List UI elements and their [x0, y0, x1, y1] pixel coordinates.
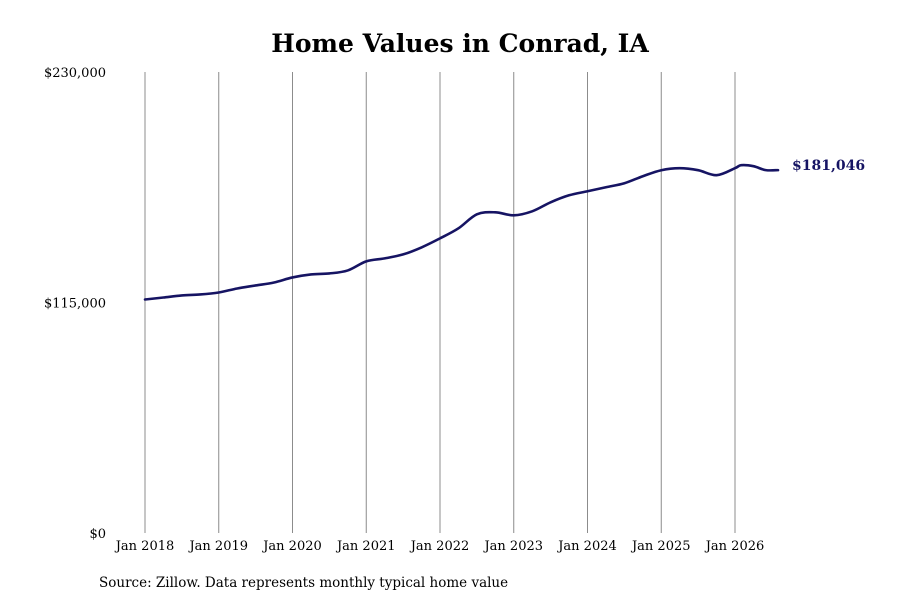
- y-tick-label: $230,000: [44, 66, 106, 81]
- source-note: Source: Zillow. Data represents monthly …: [99, 575, 508, 591]
- x-tick-label: Jan 2022: [409, 539, 470, 554]
- x-tick-label: Jan 2026: [704, 539, 765, 554]
- x-tick-label: Jan 2021: [335, 539, 396, 554]
- x-tick-label: Jan 2019: [187, 539, 248, 554]
- gridlines: [144, 72, 736, 533]
- y-tick-label: $0: [89, 527, 106, 542]
- x-tick-label: Jan 2018: [114, 539, 175, 554]
- chart-title: Home Values in Conrad, IA: [271, 29, 649, 58]
- x-tick-label: Jan 2020: [261, 539, 322, 554]
- series-layer: [143, 163, 780, 301]
- end-value-label: $181,046: [792, 158, 865, 174]
- x-tick-label: Jan 2025: [630, 539, 691, 554]
- x-tick-label: Jan 2023: [482, 539, 543, 554]
- home-value-line: [143, 163, 780, 301]
- y-axis-ticks: $0 $115,000 $230,000: [44, 66, 106, 542]
- x-axis-ticks: Jan 2018 Jan 2019 Jan 2020 Jan 2021 Jan 2022…: [114, 539, 765, 554]
- x-tick-label: Jan 2024: [556, 539, 617, 554]
- y-tick-label: $115,000: [44, 297, 106, 312]
